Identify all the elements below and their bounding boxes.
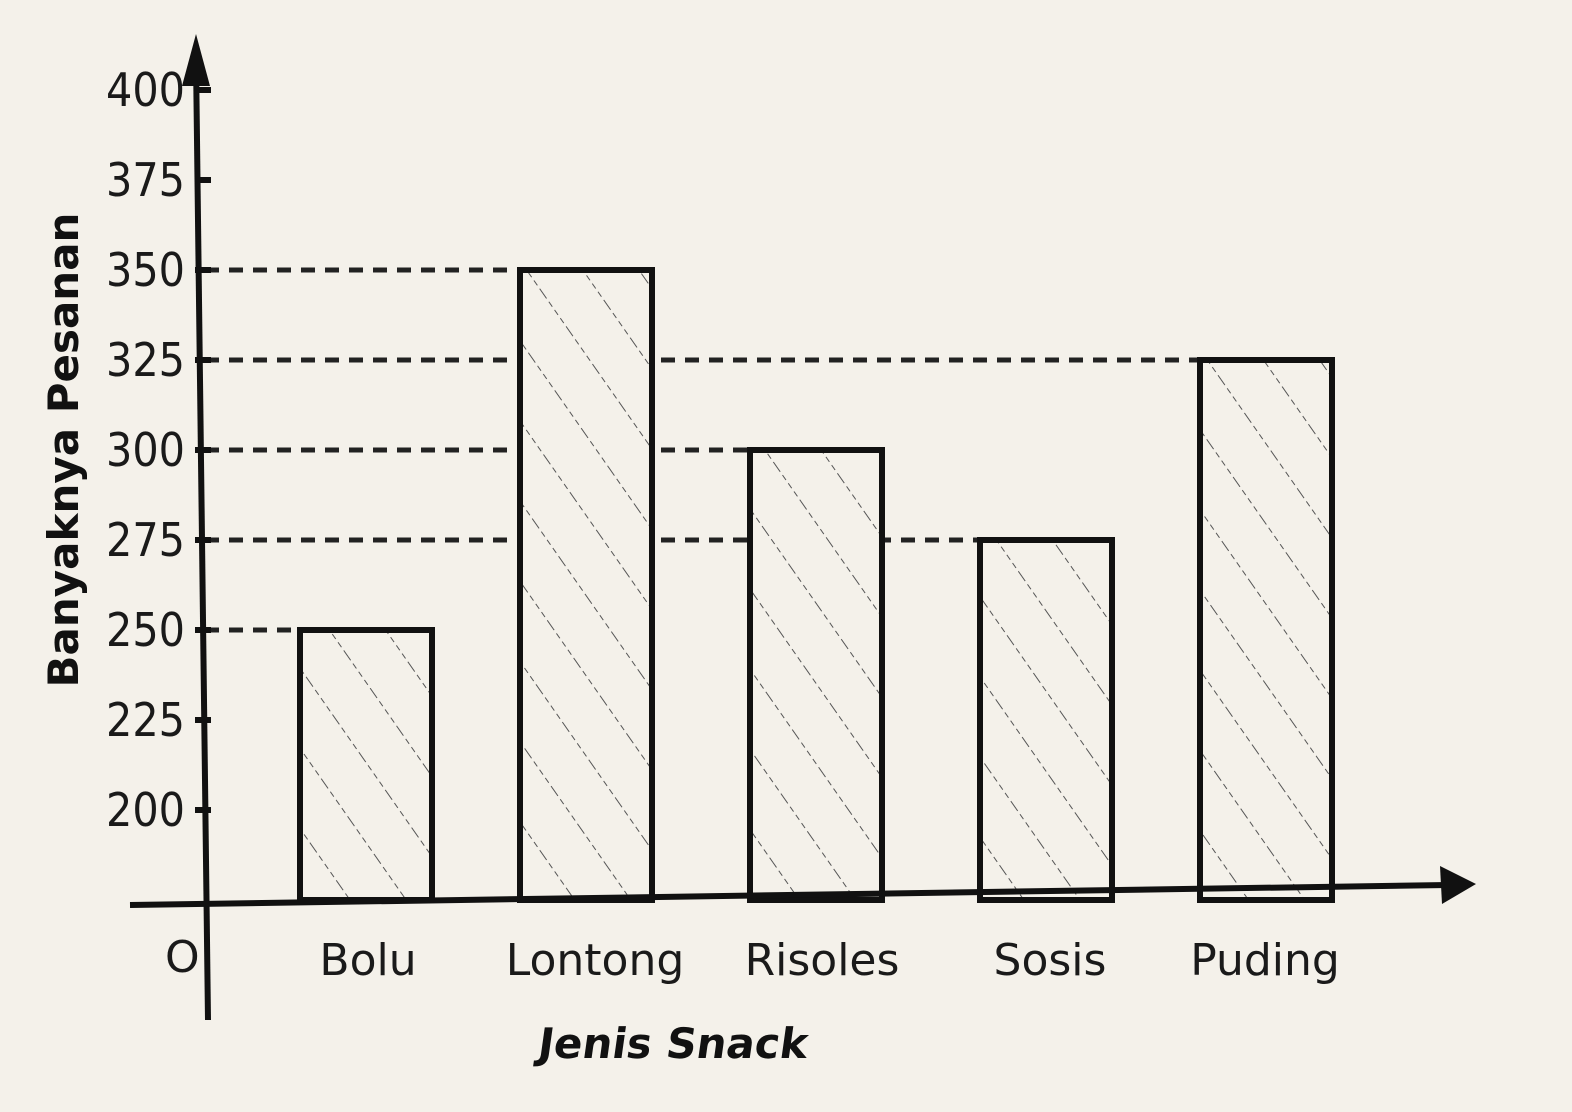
x-category-label: Puding [1190,935,1340,986]
x-axis-line [129,882,1449,908]
y-axis-title: Banyaknya Pesanan [39,213,88,688]
x-category-label: Lontong [506,935,685,986]
y-tick-label: 200 [106,783,185,837]
x-category-label: Bolu [319,935,416,986]
bar [1197,357,1335,903]
y-tick-label: 350 [106,243,185,297]
category-labels-group: Bolu Lontong Risoles Sosis Puding [319,935,1339,986]
bar [517,267,655,903]
x-category-label: Risoles [745,935,900,986]
y-ticks-group: 200 225 250 275 300 325 350 375 400 [106,63,211,837]
bars-group [297,267,1335,903]
y-tick-label: 375 [106,153,185,207]
y-tick-label: 225 [106,693,185,747]
x-category-label: Sosis [994,935,1107,986]
origin-label: O [165,932,200,983]
x-axis-title: Jenis Snack [532,1019,812,1068]
y-tick-label: 300 [106,423,185,477]
bar [977,537,1115,903]
y-tick-label: 400 [106,63,185,117]
y-tick-label: 325 [106,333,185,387]
y-tick-label: 275 [106,513,185,567]
y-axis-arrow [182,34,210,86]
x-axis-arrow [1440,866,1476,904]
y-tick-label: 250 [106,603,185,657]
bar [747,447,885,903]
bar [297,627,435,903]
